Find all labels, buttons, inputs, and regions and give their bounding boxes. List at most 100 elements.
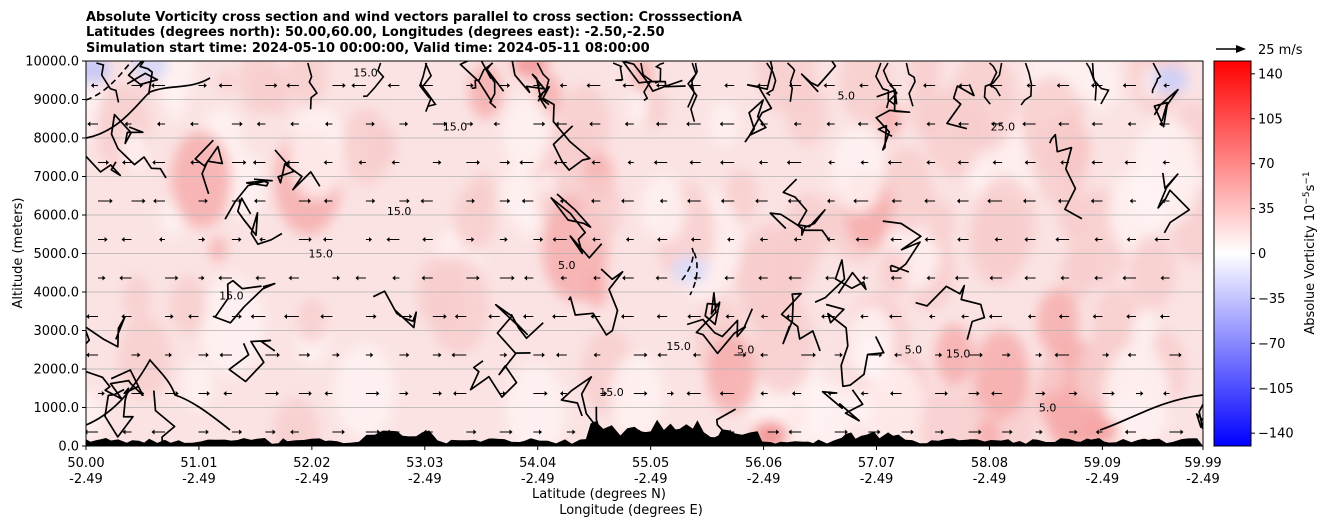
wind-vector-head [1129,198,1133,204]
wind-vector-head [689,83,693,88]
wind-vector-head [758,275,762,281]
wind-vector-head [337,275,340,281]
contour-line [765,62,777,97]
wind-vector-head [879,352,883,358]
contour-line [800,61,837,93]
wind-vector-head [786,160,790,165]
wind-vector-head [926,275,930,281]
wind-vector-head [560,391,563,396]
wind-vector-head [1163,391,1167,396]
x-axis: 50.00-2.4951.01-2.4952.02-2.4953.03-2.49… [67,446,1222,487]
vorticity-patch [297,297,327,344]
x-tick-label-lon: -2.49 [973,472,1007,487]
contour-line [363,62,385,98]
y-tick-label: 0.0 [58,440,79,455]
wind-vector-head [124,121,128,127]
wind-vector-head [725,314,729,319]
wind-vector-head [827,198,830,204]
y-tick-label: 9000.0 [34,93,80,108]
contour-label: 5.0 [1039,401,1057,414]
wind-vector-head [205,352,209,358]
wind-vector-head [386,237,390,242]
wind-vector-head [923,83,927,88]
wind-vector-head [1180,429,1184,435]
vorticity-patch [1059,248,1094,304]
wind-vector-head [827,391,831,396]
wind-vector-head [788,275,792,281]
wind-vector-head [276,391,279,396]
wind-vector-head [989,275,993,281]
wind-vector-head [477,160,480,165]
vorticity-patch [122,274,151,320]
contour-line [988,62,1001,97]
wind-vector-head [286,83,290,88]
vorticity-field [86,61,1203,446]
vorticity-patch [1129,234,1177,310]
y-axis-label: Altitude (meters) [11,198,26,309]
chart-title: Absolute Vorticity cross section and win… [86,10,742,56]
wind-vector-head [553,160,557,165]
wind-vector-head [757,83,761,88]
contour-line [86,369,144,400]
contour-line [686,318,747,338]
wind-vector-head [218,83,222,88]
wind-vector-head [994,237,998,242]
vorticity-patch [976,417,1001,446]
wind-vector-head [894,121,898,127]
wind-vector-head [844,429,848,435]
wind-vector-head [592,237,596,242]
contour-label: 5.0 [737,344,755,357]
wind-vector-head [1007,352,1011,358]
wind-vector-head [438,160,442,165]
wind-vector-head [406,198,410,204]
wind-vector-head [175,275,179,281]
wind-vector-head [493,121,497,127]
wind-vector-head [1163,83,1167,88]
wind-vector-head [889,83,893,88]
wind-vector-head [519,160,523,165]
x-tick-label-lat: 56.06 [745,456,782,471]
wind-vector-head [687,314,691,319]
wind-vector-head [555,121,559,127]
wind-vector-head [239,121,243,127]
vorticity-patch [273,397,319,446]
wind-vector-head [137,352,141,358]
wind-vector-head [507,83,511,88]
contour-line [905,62,916,107]
wind-vector-head [141,391,145,396]
contour-line [307,62,318,110]
contour-line [126,61,159,95]
contour-line [875,88,911,151]
wind-vector-head [488,314,492,319]
contour-line [640,62,653,102]
wind-vector-head [420,198,424,204]
wind-vector-head [855,237,859,242]
x-tick-label-lat: 59.99 [1184,456,1221,471]
wind-vector-head [511,275,515,281]
wind-vector-head [355,275,359,281]
wind-vector-head [560,275,564,281]
vorticity-patch [288,106,347,199]
wind-vector-head [954,275,958,281]
wind-vector-head [924,198,928,204]
contour-label: 15.0 [219,290,244,303]
wind-vector-head [203,83,207,88]
wind-vector-head [358,160,362,165]
contour-label: 15.0 [309,247,334,260]
wind-vector-head [373,314,377,319]
contour-line [110,113,167,179]
wind-vector-head [1122,83,1126,88]
quiver-key-label: 25 m/s [1258,43,1303,58]
contour-line [469,352,531,398]
wind-vector-head [958,83,962,88]
wind-vector-head [276,352,280,358]
contour-line [471,62,494,90]
contour-label: 5.0 [905,344,923,357]
wind-vector-head [342,83,346,88]
vorticity-patch [1039,352,1067,396]
contour-label: 25.0 [991,120,1016,133]
wind-vector-head [671,391,674,396]
x-tick-label-lat: 57.07 [858,456,895,471]
x-tick-label-lon: -2.49 [408,472,442,487]
contour-line [1020,62,1033,106]
